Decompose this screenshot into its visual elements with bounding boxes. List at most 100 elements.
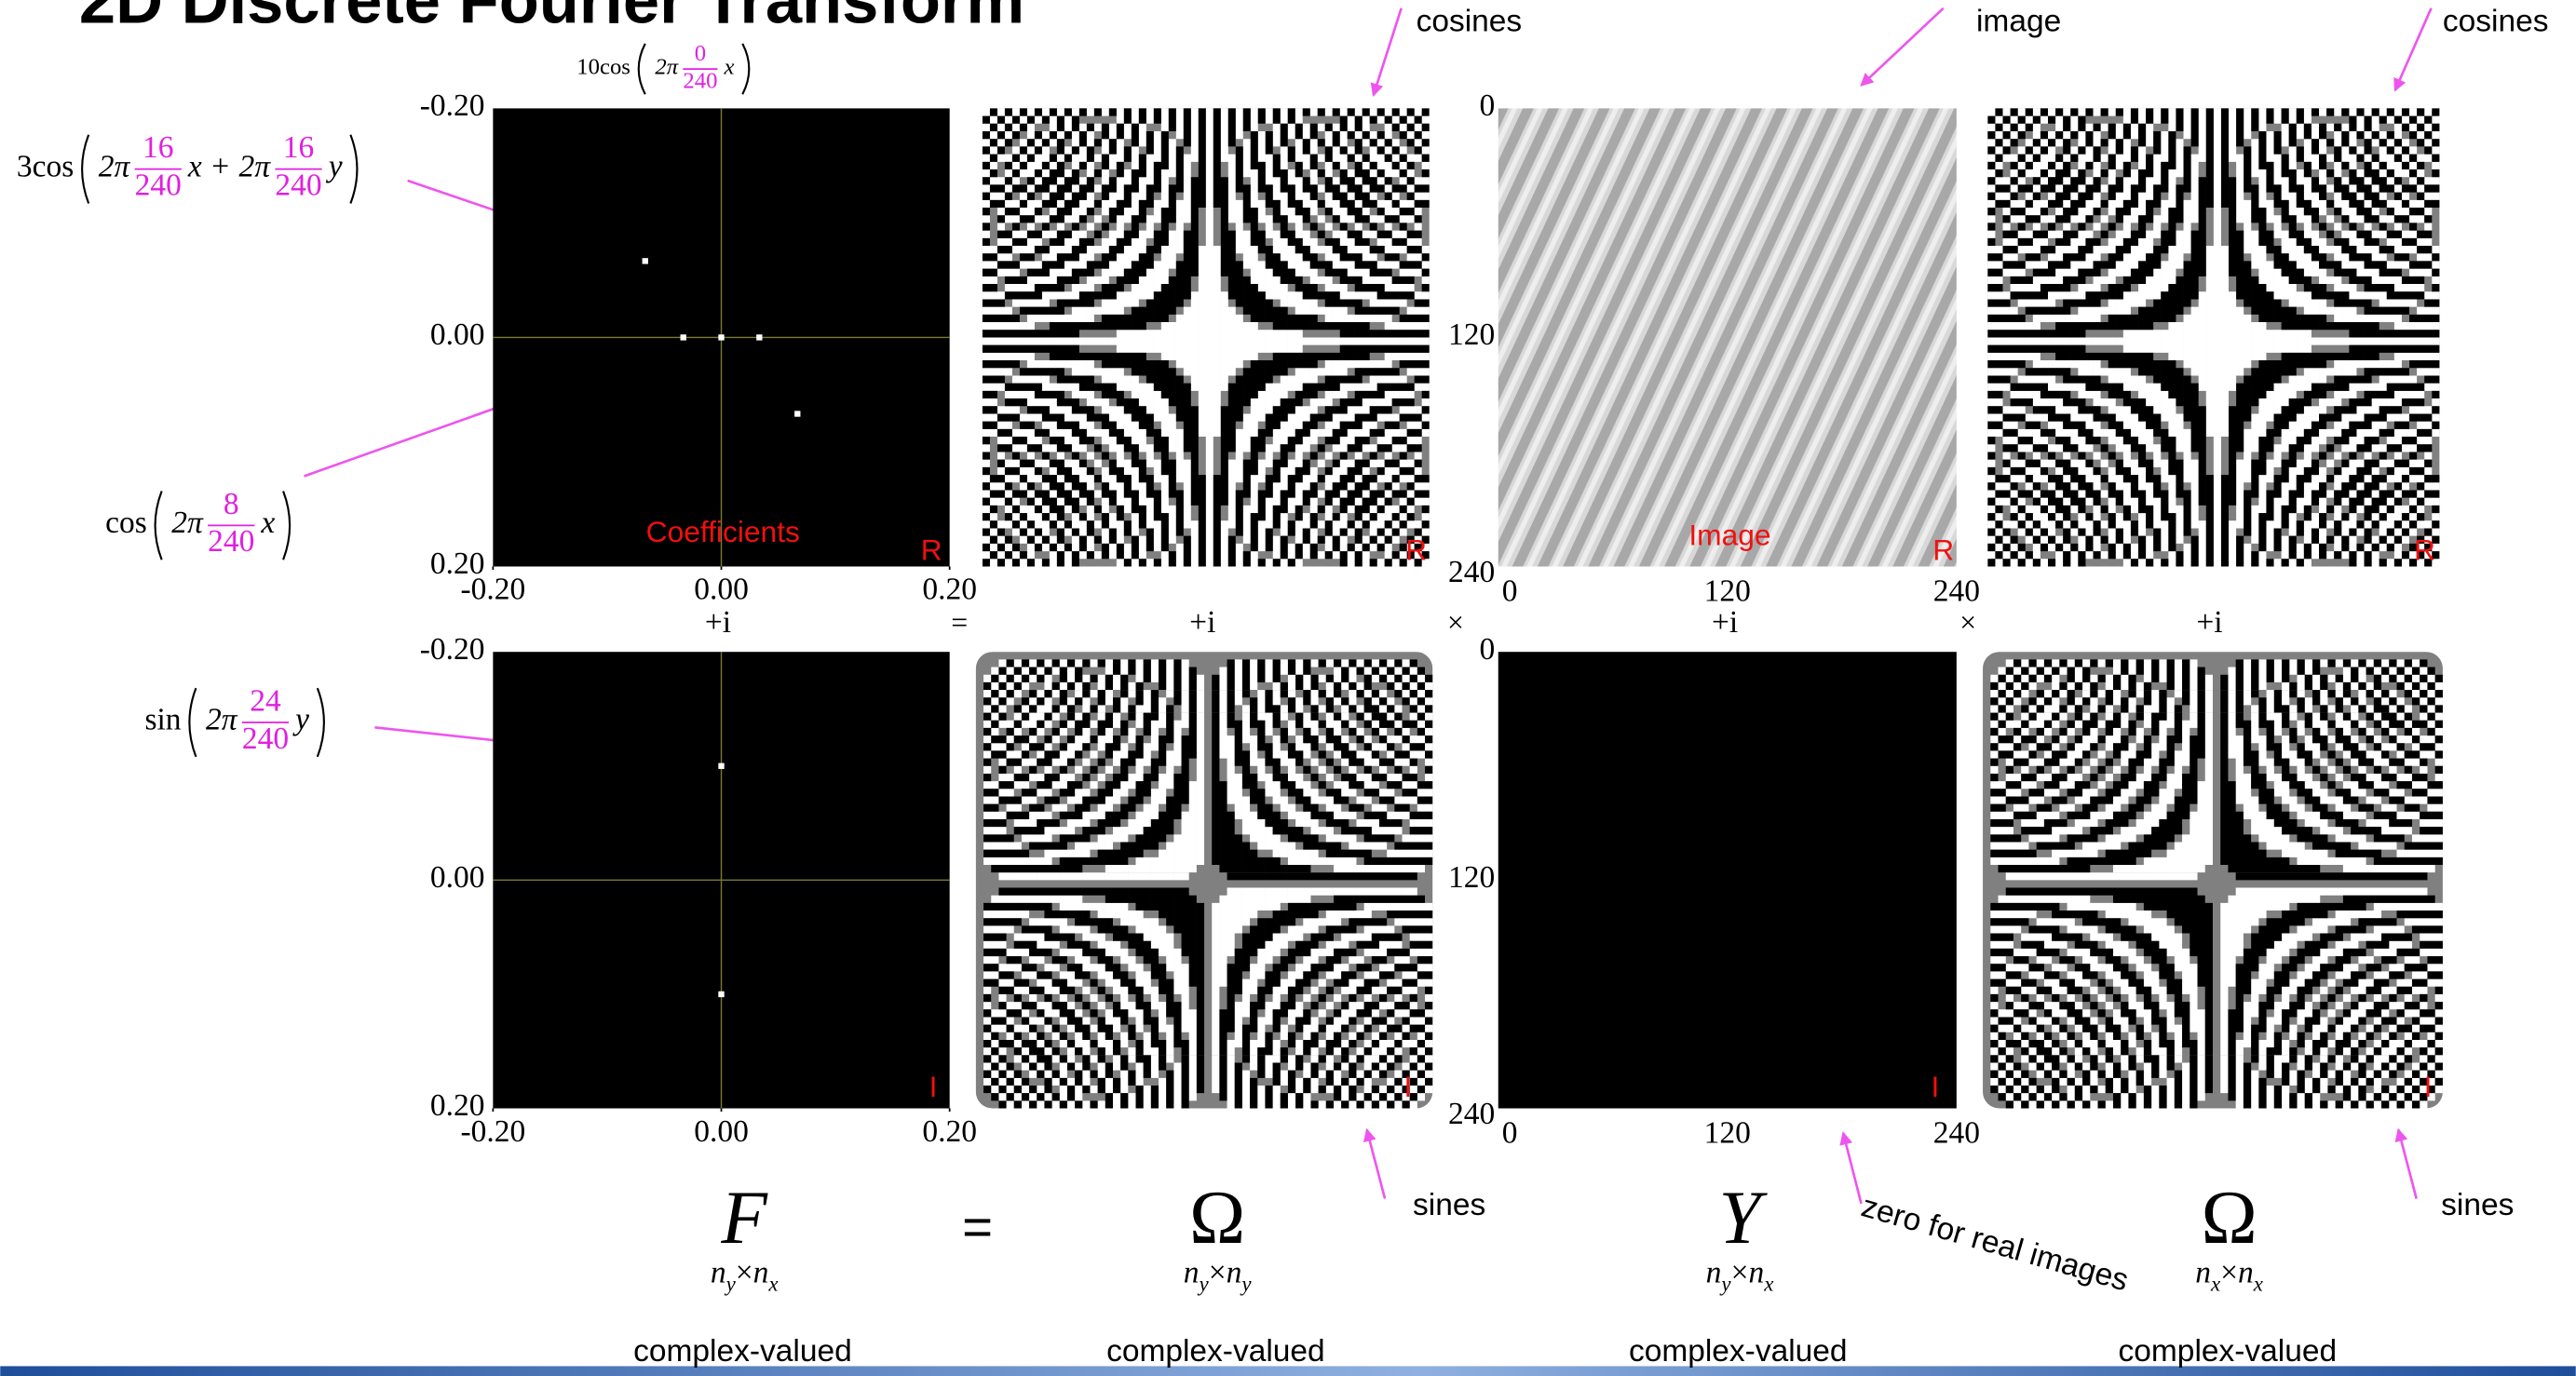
formula-num: 8	[224, 487, 239, 521]
formula-num: 0	[695, 41, 706, 66]
y-tick-label: -0.20	[420, 88, 485, 123]
x-tick-label: 0.20	[922, 573, 977, 607]
x-tick-label: 120	[1704, 1116, 1751, 1151]
matrix-symbol: Ω	[2201, 1176, 2257, 1260]
part-label: I	[929, 1070, 938, 1103]
y-tick-label: 0.00	[430, 860, 485, 895]
x-tick-label: 0.00	[694, 573, 749, 607]
formula-num: 16	[142, 130, 174, 165]
y-tick-label: 120	[1448, 860, 1495, 895]
x-tick-label: 0.20	[922, 1114, 977, 1149]
formula-text: y	[292, 703, 309, 737]
equals: =	[962, 1197, 993, 1256]
matrix-size: ny×nx	[1706, 1255, 1774, 1295]
formula-text: 2π	[655, 55, 678, 80]
plus-i: +i	[705, 605, 731, 640]
size-part: x	[767, 1272, 778, 1295]
size-part: x	[2253, 1272, 2263, 1295]
annotation: sines	[2441, 1188, 2514, 1222]
image-imag-panel	[1498, 652, 1957, 1108]
size-part: x	[2210, 1272, 2220, 1295]
size-part: n	[753, 1255, 769, 1289]
panel-label: Image	[1688, 519, 1770, 552]
size-part: y	[1198, 1272, 1210, 1295]
slide: 2D Discrete Fourier Transform -0.20 -0.20…	[0, 0, 2576, 1376]
y-tick-label: 240	[1448, 1097, 1495, 1131]
x-tick-label: 240	[1933, 1116, 1980, 1151]
y-tick-label: -0.20	[420, 632, 485, 667]
matrix-symbol: F	[720, 1176, 768, 1260]
formula-num: 16	[283, 130, 315, 165]
y-tick-label: 0.20	[430, 1088, 485, 1123]
annotation: sines	[1413, 1188, 1485, 1222]
annotation: cosines	[1417, 5, 1523, 39]
size-part: ×	[1731, 1255, 1749, 1289]
coefficient-point	[643, 258, 648, 263]
size-part: y	[725, 1272, 737, 1295]
page: 2D Discrete Fourier Transform -0.20 -0.20…	[0, 0, 2576, 1376]
part-label: I	[2424, 1070, 2433, 1103]
matrix-kind: complex-valued	[1629, 1334, 1848, 1369]
formula-text: 2π	[206, 703, 238, 737]
size-part: ×	[736, 1255, 753, 1289]
formula-text: 2π	[99, 149, 131, 183]
size-part: n	[2238, 1255, 2254, 1289]
x-tick-label: 0	[1502, 574, 1518, 609]
coefficient-point	[718, 334, 724, 340]
formula-text: x +	[187, 149, 231, 183]
coefficient-point	[718, 992, 724, 997]
formula-lead: sin	[144, 703, 181, 737]
y-tick-label: 240	[1448, 555, 1495, 589]
matrix-symbol: Ω	[1189, 1176, 1245, 1260]
matrix-symbol: Y	[1718, 1176, 1768, 1260]
part-label: I	[1931, 1070, 1939, 1103]
y-tick-label: 0	[1479, 632, 1495, 667]
part-label: I	[1403, 1070, 1412, 1103]
x-tick-label: 0.00	[694, 1114, 749, 1149]
size-part: n	[2195, 1255, 2211, 1289]
matrix-kind: complex-valued	[2119, 1334, 2338, 1369]
formula-lead: cos	[105, 506, 147, 540]
formula-text: 2π	[171, 506, 204, 540]
size-part: x	[1763, 1272, 1773, 1295]
matrix-kind: complex-valued	[1106, 1334, 1325, 1369]
formula-lead: 3cos	[17, 149, 74, 183]
formula-text: x	[723, 55, 734, 80]
image-panel	[1498, 108, 1957, 566]
y-tick-label: 0	[1479, 88, 1495, 123]
slide-title: 2D Discrete Fourier Transform	[79, 0, 1024, 37]
matrix-kind: complex-valued	[633, 1334, 852, 1369]
y-tick-label: 0.20	[430, 546, 485, 581]
panel-label: Coefficients	[646, 515, 800, 548]
y-tick-label: 120	[1448, 317, 1495, 352]
x-tick-label: 120	[1704, 574, 1751, 609]
equals: =	[951, 606, 968, 639]
size-part: n	[1184, 1255, 1200, 1289]
size-part: y	[1240, 1272, 1252, 1295]
part-label: R	[2414, 533, 2435, 566]
plus-i: +i	[1189, 605, 1215, 640]
matrix-size: ny×ny	[1184, 1255, 1253, 1295]
formula-den: 240	[135, 168, 182, 202]
x-tick-label: 240	[1933, 574, 1980, 609]
times: ×	[1447, 606, 1464, 639]
size-part: n	[711, 1255, 726, 1289]
matrix-size: ny×nx	[711, 1255, 779, 1295]
formula-den: 240	[683, 69, 717, 94]
size-part: y	[1719, 1272, 1731, 1295]
matrix-size: nx×nx	[2195, 1255, 2263, 1295]
coefficient-point	[756, 334, 762, 340]
formula-den: 240	[275, 168, 321, 202]
part-label: R	[921, 533, 942, 566]
formula-text: y	[326, 149, 343, 183]
size-part: n	[1706, 1255, 1722, 1289]
times: ×	[1959, 606, 1976, 639]
size-part: ×	[2220, 1255, 2238, 1289]
x-tick-label: 0	[1502, 1116, 1518, 1151]
formula-den: 240	[208, 524, 254, 559]
formula-den: 240	[242, 722, 289, 756]
coefficient-point	[794, 411, 800, 416]
coefficient-point	[681, 334, 686, 340]
plus-i: +i	[1712, 605, 1738, 640]
formula-num: 24	[250, 684, 281, 719]
